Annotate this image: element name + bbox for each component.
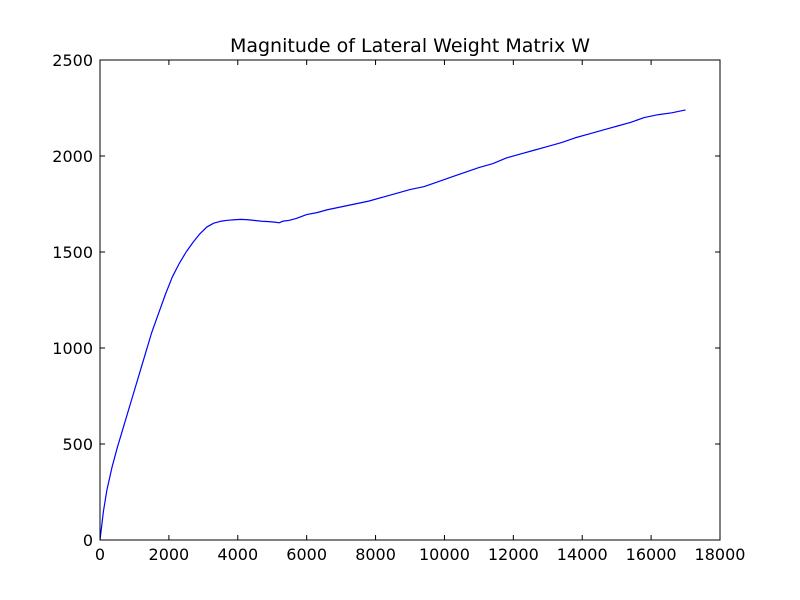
x-tick-label: 0 xyxy=(95,545,105,564)
y-tick-label: 1000 xyxy=(52,339,93,358)
x-tick-label: 8000 xyxy=(355,545,396,564)
chart-title: Magnitude of Lateral Weight Matrix W xyxy=(230,35,590,57)
y-tick-label: 1500 xyxy=(52,243,93,262)
x-tick-label: 4000 xyxy=(217,545,258,564)
y-tick-label: 0 xyxy=(83,531,93,550)
y-tick-label: 500 xyxy=(62,435,93,454)
x-tick-label: 14000 xyxy=(557,545,608,564)
x-tick-label: 18000 xyxy=(695,545,746,564)
series-line-0 xyxy=(99,109,686,541)
x-tick-label: 6000 xyxy=(286,545,327,564)
x-tick-label: 16000 xyxy=(626,545,677,564)
plot-frame xyxy=(99,59,721,541)
y-tick-label: 2000 xyxy=(52,147,93,166)
x-tick-label: 10000 xyxy=(419,545,470,564)
x-tick-label: 12000 xyxy=(488,545,539,564)
y-tick-label: 2500 xyxy=(52,51,93,70)
x-tick-label: 2000 xyxy=(149,545,190,564)
